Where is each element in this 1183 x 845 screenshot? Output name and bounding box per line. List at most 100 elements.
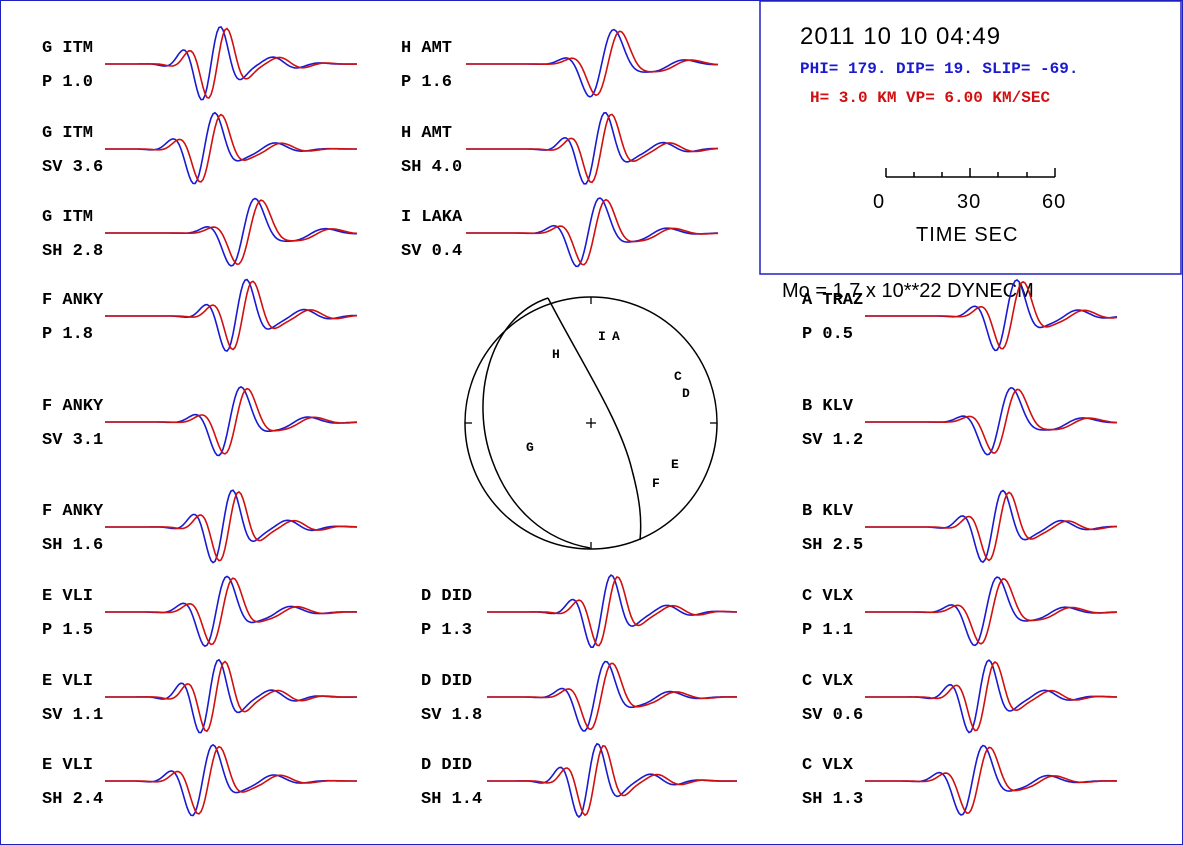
synthetic-waveform [105, 280, 358, 351]
station-mark-g: G [526, 440, 534, 455]
synthetic-waveform [865, 746, 1117, 815]
station-label: C VLX [802, 672, 854, 691]
waveform-panel: F ANKY SH 1.6 [42, 489, 358, 564]
station-label: B KLV [802, 397, 854, 416]
station-label: H AMT [401, 39, 452, 58]
phase-amplitude-label: SH 1.6 [42, 536, 103, 555]
waveform-panel: B KLV SH 2.5 [802, 489, 1118, 564]
synthetic-waveform [105, 577, 357, 646]
waveform-panels: G ITM P 1.0 G ITM SV 3.6 G ITM SH 2.8 F ANKY P … [42, 25, 1118, 819]
waveform-panel: F ANKY P 1.8 [42, 278, 358, 353]
waveform-panel: G ITM SH 2.8 [42, 197, 358, 267]
header-box-border [759, 0, 1182, 275]
phase-amplitude-label: P 1.1 [802, 621, 853, 640]
station-label: E VLI [42, 756, 93, 775]
waveform-panel: I LAKA SV 0.4 [401, 197, 719, 268]
station-label: E VLI [42, 587, 93, 606]
waveform-panel: C VLX P 1.1 [802, 576, 1118, 647]
phase-amplitude-label: SV 1.2 [802, 431, 863, 450]
station-label: B KLV [802, 502, 854, 521]
phase-amplitude-label: P 0.5 [802, 325, 853, 344]
phase-amplitude-label: SH 1.4 [421, 790, 482, 809]
station-label: F ANKY [42, 502, 104, 521]
station-mark-c: C [674, 369, 682, 384]
phase-amplitude-label: SH 2.5 [802, 536, 863, 555]
synthetic-waveform [487, 576, 738, 647]
station-label: I LAKA [401, 208, 463, 227]
synthetic-waveform [487, 662, 737, 731]
waveform-panel: A TRAZ P 0.5 [802, 279, 1118, 352]
synthetic-waveform [105, 745, 357, 815]
station-label: G ITM [42, 39, 93, 58]
observed-waveform [105, 743, 357, 817]
station-label: C VLX [802, 756, 854, 775]
event-date: 2011 10 10 04:49 [800, 23, 1001, 50]
synthetic-waveform [487, 744, 737, 817]
station-mark-d: D [682, 386, 690, 401]
time-tick-60: 60 [1042, 191, 1066, 213]
waveform-panel: C VLX SV 0.6 [802, 659, 1118, 734]
station-label: H AMT [401, 124, 452, 143]
phase-amplitude-label: P 1.6 [401, 73, 452, 92]
phase-amplitude-label: SV 1.8 [421, 706, 482, 725]
waveform-panel: H AMT P 1.6 [401, 28, 719, 98]
phase-amplitude-label: P 1.8 [42, 325, 93, 344]
waveform-panel: D DID P 1.3 [421, 574, 738, 648]
phase-amplitude-label: SV 1.1 [42, 706, 103, 725]
time-scale-bar [885, 168, 1056, 178]
station-mark-f: F [652, 476, 660, 491]
station-label: G ITM [42, 124, 93, 143]
waveform-panel: G ITM SV 3.6 [42, 111, 357, 185]
phase-amplitude-label: SH 1.3 [802, 790, 863, 809]
synthetic-waveform [105, 660, 357, 733]
synthetic-waveform [865, 491, 1118, 562]
waveform-panel: B KLV SV 1.2 [802, 386, 1118, 456]
synthetic-waveform [865, 280, 1118, 350]
phase-amplitude-label: P 1.5 [42, 621, 93, 640]
observed-waveform [466, 197, 719, 268]
synthetic-waveform [466, 30, 719, 97]
phase-amplitude-label: P 1.3 [421, 621, 472, 640]
waveform-panel: C VLX SH 1.3 [802, 744, 1118, 816]
station-label: C VLX [802, 587, 854, 606]
synthetic-waveform [865, 388, 1118, 454]
phase-amplitude-label: SV 3.1 [42, 431, 103, 450]
waveform-panel: E VLI SH 2.4 [42, 743, 357, 817]
waveform-panel: H AMT SH 4.0 [401, 111, 719, 185]
phase-amplitude-label: P 1.0 [42, 73, 93, 92]
station-label: D DID [421, 672, 472, 691]
nodal-plane-2 [547, 297, 642, 541]
synthetic-waveform [466, 198, 719, 266]
observed-waveform [487, 574, 737, 648]
nodal-plane-1 [482, 297, 591, 549]
seismic-moment: Mo = 1.7 x 10**22 DYNECM [782, 280, 1034, 302]
synthetic-waveform [105, 387, 358, 455]
waveform-panel: D DID SH 1.4 [421, 742, 737, 819]
focal-mechanism-params: PHI= 179. DIP= 19. SLIP= -69. [800, 60, 1078, 78]
waveform-panel: D DID SV 1.8 [421, 660, 737, 732]
station-label: A TRAZ [802, 291, 863, 310]
station-label: G ITM [42, 208, 93, 227]
phase-amplitude-label: SH 2.8 [42, 242, 103, 261]
time-tick-0: 0 [873, 191, 885, 213]
synthetic-waveform [105, 113, 357, 183]
time-tick-30: 30 [957, 191, 981, 213]
waveform-panel: E VLI P 1.5 [42, 575, 357, 648]
synthetic-waveform [105, 27, 357, 99]
synthetic-waveform [865, 660, 1118, 732]
depth-velocity-params: H= 3.0 KM VP= 6.00 KM/SEC [810, 89, 1050, 107]
station-label: D DID [421, 587, 472, 606]
phase-amplitude-label: SV 0.4 [401, 242, 462, 261]
synthetic-waveform [105, 490, 358, 562]
synthetic-waveform [466, 113, 719, 184]
station-mark-i: I [598, 329, 606, 344]
phase-amplitude-label: SV 3.6 [42, 158, 103, 177]
waveform-panel: E VLI SV 1.1 [42, 658, 357, 734]
phase-amplitude-label: SH 4.0 [401, 158, 462, 177]
station-label: F ANKY [42, 397, 104, 416]
station-label: F ANKY [42, 291, 104, 310]
observed-waveform [105, 111, 357, 185]
station-label: D DID [421, 756, 472, 775]
synthetic-waveform [865, 578, 1118, 645]
